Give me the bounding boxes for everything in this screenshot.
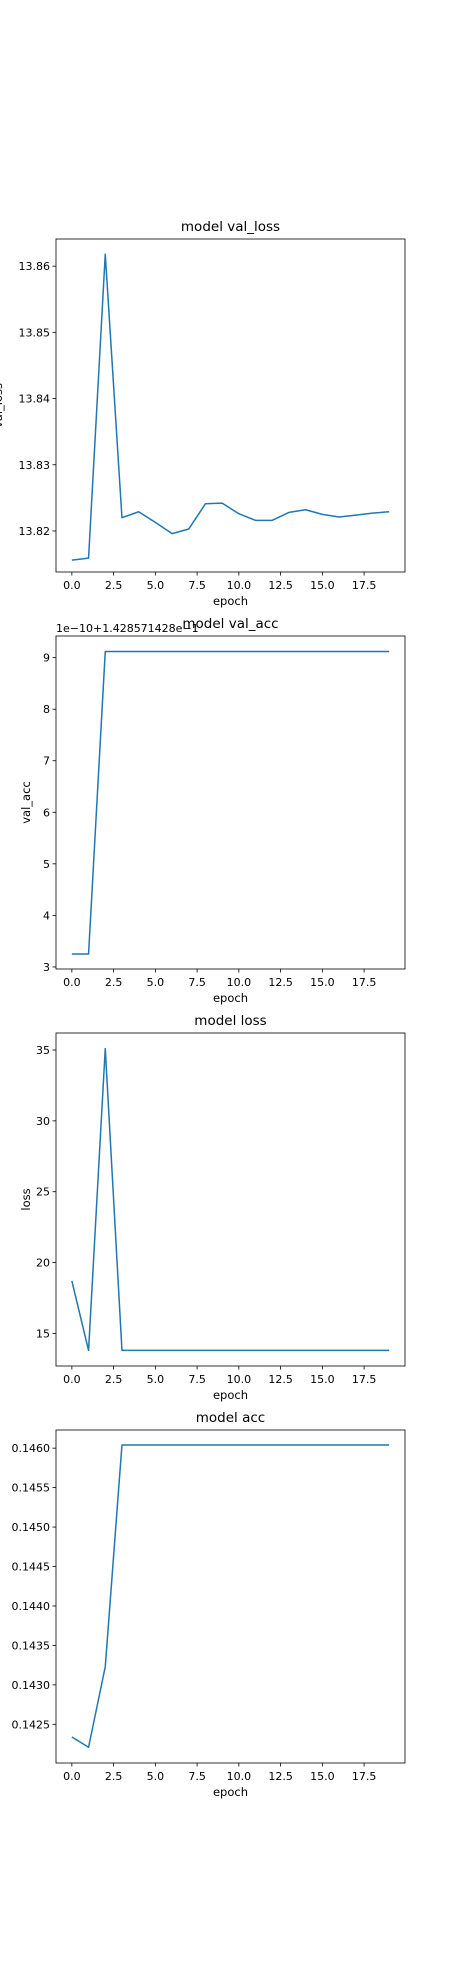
x-tick-label: 12.5 <box>268 1770 293 1783</box>
y-axis-label: val_loss <box>0 383 5 428</box>
x-tick-label: 7.5 <box>188 579 206 592</box>
y-tick-label: 4 <box>43 909 50 922</box>
x-tick-label: 10.0 <box>227 1770 252 1783</box>
y-offset-label: 1e−10+1.428571428e−1 <box>56 622 199 635</box>
y-tick-label: 0.1425 <box>12 1718 51 1731</box>
y-tick-label: 25 <box>36 1186 50 1199</box>
x-tick-label: 0.0 <box>63 579 81 592</box>
x-tick-label: 7.5 <box>188 1373 206 1386</box>
x-axis-label: epoch <box>213 991 248 1005</box>
axes-frame <box>55 1032 406 1367</box>
y-axis-label: loss <box>19 1188 33 1210</box>
series-line <box>71 253 390 561</box>
x-tick-label: 5.0 <box>147 1770 165 1783</box>
x-tick-label: 0.0 <box>63 976 81 989</box>
axes-frame <box>55 238 406 573</box>
x-tick-label: 10.0 <box>227 976 252 989</box>
y-tick-label: 13.83 <box>19 459 51 472</box>
y-tick-label: 6 <box>43 806 50 819</box>
series-line <box>71 1444 390 1748</box>
chart-title: model acc <box>196 1410 265 1426</box>
axes-frame <box>55 635 406 970</box>
y-tick-label: 8 <box>43 703 50 716</box>
x-tick-label: 10.0 <box>227 579 252 592</box>
chart-4: 0.0 2.5 5.0 7.5 10.0 12.5 15.0 17.5 0.1425 0.1430… <box>12 1410 406 1799</box>
x-tick-label: 2.5 <box>105 1770 123 1783</box>
y-tick-label: 13.86 <box>19 260 51 273</box>
x-tick-label: 2.5 <box>105 976 123 989</box>
y-tick-label: 13.84 <box>19 393 51 406</box>
y-tick-label: 35 <box>36 1044 50 1057</box>
y-tick-label: 5 <box>43 858 50 871</box>
y-tick-label: 0.1450 <box>12 1521 51 1534</box>
y-tick-label: 9 <box>43 652 50 665</box>
y-tick-label: 13.85 <box>19 326 51 339</box>
x-tick-label: 2.5 <box>105 579 123 592</box>
x-tick-label: 2.5 <box>105 1373 123 1386</box>
x-tick-label: 0.0 <box>63 1373 81 1386</box>
x-tick-label: 12.5 <box>268 976 293 989</box>
y-tick-label: 0.1440 <box>12 1600 51 1613</box>
y-tick-label: 13.82 <box>19 525 51 538</box>
x-tick-label: 12.5 <box>268 1373 293 1386</box>
y-tick-label: 0.1455 <box>12 1482 51 1495</box>
y-tick-label: 0.1445 <box>12 1561 51 1574</box>
y-tick-label: 3 <box>43 961 50 974</box>
chart-title: model loss <box>194 1013 266 1029</box>
x-tick-label: 15.0 <box>310 1373 335 1386</box>
x-tick-label: 15.0 <box>310 579 335 592</box>
y-tick-label: 30 <box>36 1115 50 1128</box>
y-tick-label: 0.1430 <box>12 1679 51 1692</box>
x-axis-label: epoch <box>213 594 248 608</box>
chart-2: 0.0 2.5 5.0 7.5 10.0 12.5 15.0 17.5 3 4 5 6 7 8 9 model… <box>19 616 406 1005</box>
series-line <box>71 650 390 955</box>
y-tick-label: 0.1460 <box>12 1442 51 1455</box>
x-tick-label: 17.5 <box>352 1770 377 1783</box>
y-tick-label: 20 <box>36 1257 50 1270</box>
axes-frame <box>55 1429 406 1764</box>
x-axis-label: epoch <box>213 1388 248 1402</box>
y-tick-label: 7 <box>43 755 50 768</box>
x-tick-label: 15.0 <box>310 1770 335 1783</box>
x-tick-label: 17.5 <box>352 1373 377 1386</box>
x-tick-label: 7.5 <box>188 976 206 989</box>
x-tick-label: 5.0 <box>147 579 165 592</box>
x-tick-label: 10.0 <box>227 1373 252 1386</box>
chart-title: model val_loss <box>181 219 280 235</box>
x-tick-label: 5.0 <box>147 976 165 989</box>
y-axis-label: val_acc <box>19 781 33 824</box>
x-tick-label: 17.5 <box>352 579 377 592</box>
chart-1: 0.0 2.5 5.0 7.5 10.0 12.5 15.0 17.5 13.82 13.83 13… <box>0 219 406 608</box>
x-tick-label: 7.5 <box>188 1770 206 1783</box>
x-axis-label: epoch <box>213 1785 248 1799</box>
x-tick-label: 5.0 <box>147 1373 165 1386</box>
series-line <box>71 1047 390 1352</box>
y-tick-label: 15 <box>36 1327 50 1340</box>
chart-3: 0.0 2.5 5.0 7.5 10.0 12.5 15.0 17.5 15 20 25 30 35 mo… <box>19 1013 406 1402</box>
x-tick-label: 12.5 <box>268 579 293 592</box>
x-tick-label: 15.0 <box>310 976 335 989</box>
y-tick-label: 0.1435 <box>12 1639 51 1652</box>
chart-title: model val_acc <box>182 616 278 632</box>
x-tick-label: 0.0 <box>63 1770 81 1783</box>
x-tick-label: 17.5 <box>352 976 377 989</box>
